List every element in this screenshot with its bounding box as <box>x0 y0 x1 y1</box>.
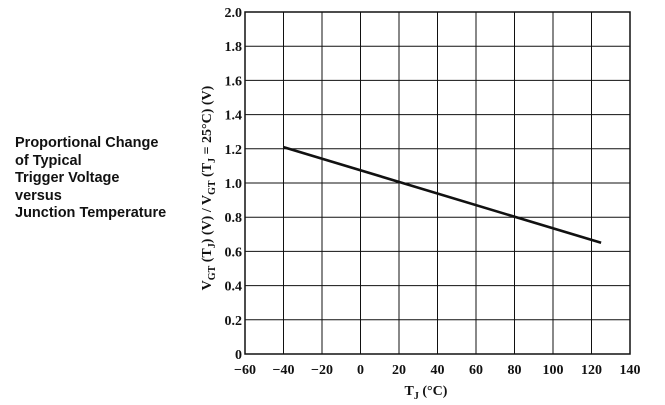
x-tick-label: 120 <box>581 363 602 378</box>
x-axis-label: TJ (°C) <box>405 384 448 402</box>
y-tick-label: 0.6 <box>225 245 243 260</box>
x-tick-label: 140 <box>620 363 641 378</box>
y-tick-label: 1.4 <box>225 109 243 124</box>
y-axis-label: VGT (TJ) (V) / VGT (TJ = 25°C) (V) <box>200 85 218 290</box>
y-tick-label: 1.2 <box>225 143 243 158</box>
x-tick-label: 20 <box>392 363 406 378</box>
x-tick-labels: −60 −40 −20 0 20 40 60 80 100 120 140 <box>234 363 640 378</box>
svg-text:TJ (°C): TJ (°C) <box>405 384 448 402</box>
side-title-line-5: Junction Temperature <box>15 205 167 221</box>
y-tick-label: 2.0 <box>225 6 243 21</box>
series-layer <box>283 145 602 245</box>
y-tick-label: 0.4 <box>225 280 243 295</box>
y-tick-label: 1.6 <box>225 74 243 89</box>
plot-frame <box>244 11 631 355</box>
svg-text:VGT (TJ) (V) / VGT (TJ = 25°C): VGT (TJ) (V) / VGT (TJ = 25°C) (V) <box>200 85 218 290</box>
x-tick-label: −60 <box>234 363 256 378</box>
x-tick-label: 40 <box>431 363 445 378</box>
y-tick-labels: 0 0.2 0.4 0.6 0.8 1.0 1.2 1.4 1.6 1.8 2.0 <box>225 6 243 363</box>
y-tick-label: 0.8 <box>225 211 243 226</box>
y-tick-label: 0 <box>235 348 242 363</box>
x-tick-label: 0 <box>357 363 364 378</box>
side-title-line-1: Proportional Change <box>15 135 159 151</box>
y-tick-label: 0.2 <box>225 314 243 329</box>
chart-side-title: Proportional Change of Typical Trigger V… <box>15 135 215 223</box>
x-tick-label: −20 <box>311 363 333 378</box>
side-title-line-4: versus <box>15 187 62 204</box>
side-title-line-2: of Typical <box>15 152 82 169</box>
y-tick-label: 1.8 <box>225 40 243 55</box>
grid-layer <box>244 11 631 355</box>
series-line <box>283 145 602 245</box>
x-tick-label: 60 <box>469 363 483 378</box>
y-tick-label: 1.0 <box>225 177 243 192</box>
x-tick-label: 80 <box>508 363 522 378</box>
x-tick-label: 100 <box>543 363 564 378</box>
side-title-line-3: Trigger Voltage <box>15 170 120 186</box>
x-tick-label: −40 <box>273 363 295 378</box>
